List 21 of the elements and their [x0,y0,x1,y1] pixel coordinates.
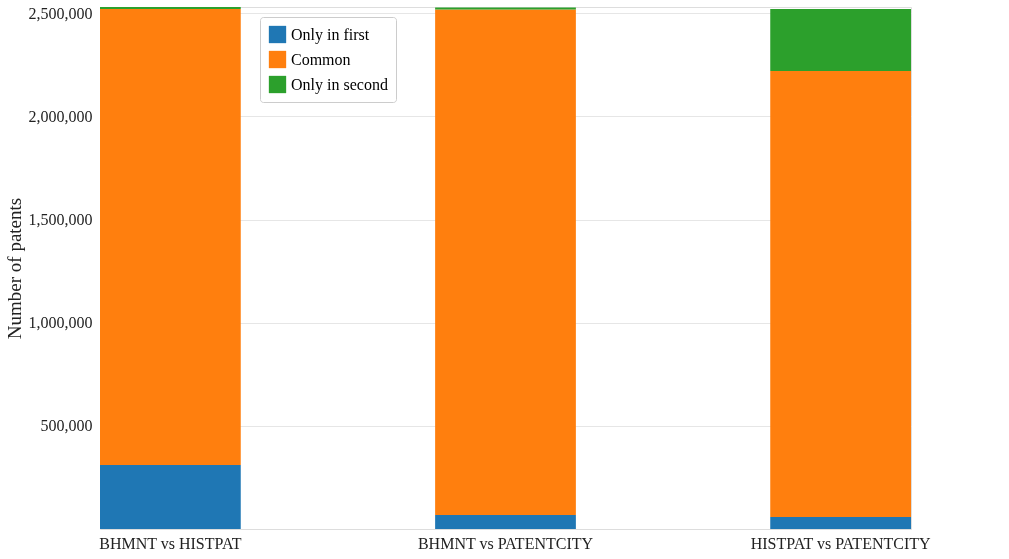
legend-label: Only in second [291,75,388,94]
bar [435,7,576,10]
y-tick-label: 1,500,000 [28,211,93,229]
bar [100,465,241,529]
x-tick-label: BHMNT vs PATENTCITY [417,534,594,552]
bar [435,514,576,529]
bar [100,7,241,10]
y-tick-label: 2,000,000 [28,107,93,125]
x-tick-label: BHMNT vs HISTPAT [99,534,242,552]
legend-label: Only in first [291,25,370,44]
bar [100,9,241,466]
x-tick-label: HISTPAT vs PATENTCITY [750,534,932,552]
y-axis-title: Number of patents [3,197,25,340]
y-tick-label: 500,000 [40,417,93,435]
legend-label: Common [291,50,351,68]
bar [770,70,911,518]
bar [770,9,911,71]
bar [770,517,911,529]
y-tick-label: 2,500,000 [28,4,93,22]
bar [435,9,576,515]
y-tick-label: 1,000,000 [28,314,93,332]
